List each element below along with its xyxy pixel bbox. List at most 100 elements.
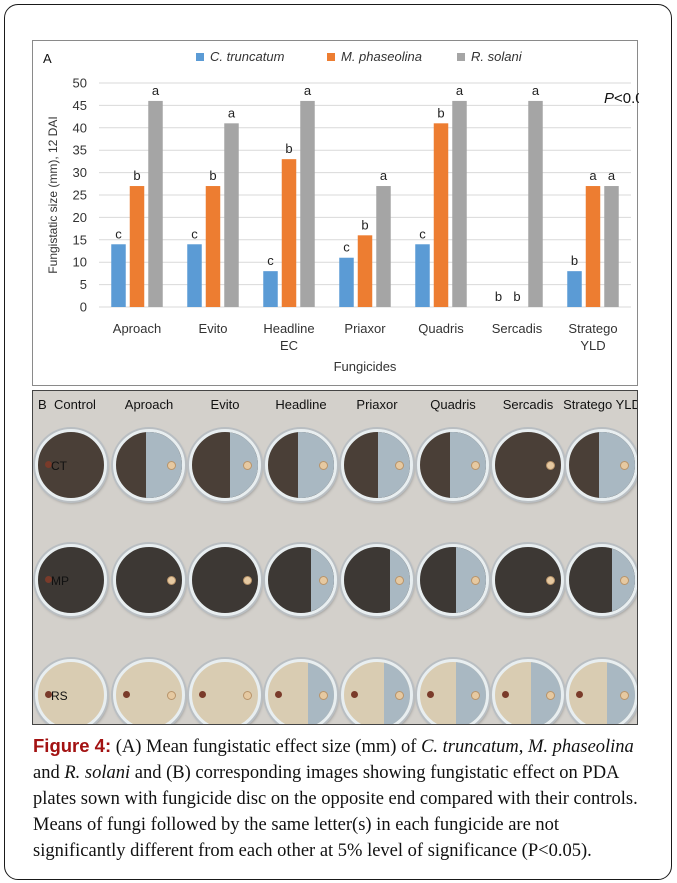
bar — [187, 244, 202, 307]
y-tick-label: 50 — [73, 76, 87, 91]
fungicide-disc — [167, 576, 176, 585]
bar — [263, 271, 278, 307]
x-tick-label-line: Quadris — [418, 321, 464, 336]
petri-plate — [265, 544, 337, 616]
caption-text-1: (A) Mean fungistatic effect size (mm) of — [111, 737, 422, 757]
petri-plate — [35, 429, 107, 501]
fungicide-disc — [319, 461, 328, 470]
y-tick-label: 5 — [80, 277, 87, 292]
fungicide-disc — [319, 576, 328, 585]
x-tick-label-line: Headline — [263, 321, 314, 336]
x-axis-label: Fungicides — [334, 359, 397, 374]
bar — [300, 100, 315, 307]
inoculum-plug — [351, 691, 358, 698]
plate-row-label: RS — [51, 689, 68, 703]
bar — [224, 123, 239, 307]
petri-plate — [189, 544, 261, 616]
p-value-symbol: P — [604, 90, 614, 107]
significance-letter: a — [152, 83, 160, 98]
petri-plate — [113, 429, 185, 501]
significance-letter: c — [191, 226, 198, 241]
bar — [148, 100, 163, 307]
inoculum-plug — [427, 691, 434, 698]
legend-label: M. phaseolina — [341, 49, 422, 64]
caption-species-3: R. solani — [64, 763, 131, 783]
significance-letter: b — [495, 289, 502, 304]
bar — [415, 244, 430, 307]
bar — [433, 123, 449, 307]
bar-chart-panel: A 0 5 10 15 20 25 30 35 40 45 50 Fungistatic size (m… — [32, 40, 639, 386]
significance-letter: b — [513, 289, 520, 304]
fungicide-disc — [243, 576, 252, 585]
petri-plate — [492, 544, 564, 616]
plate-column-header: Sercadis — [502, 397, 554, 412]
fungicide-disc — [546, 576, 555, 585]
plate-row-label: MP — [51, 574, 69, 588]
plate-column-header: Control — [54, 397, 96, 412]
inhibition-zone — [598, 432, 635, 498]
caption-text-3: and — [33, 763, 65, 783]
petri-plate — [35, 659, 107, 724]
petri-plate — [566, 544, 637, 616]
y-tick-label: 25 — [73, 188, 87, 203]
significance-letter: c — [267, 253, 274, 268]
caption-label: Figure 4: — [33, 735, 112, 756]
petri-plate — [492, 659, 564, 724]
x-tick-label-line: Stratego — [568, 321, 617, 336]
bar — [604, 186, 619, 307]
bar — [528, 100, 543, 307]
petri-plate — [566, 429, 637, 501]
inhibition-zone — [378, 432, 410, 498]
inoculum-plug — [45, 461, 52, 468]
fungicide-disc — [620, 461, 629, 470]
y-tick-label: 15 — [73, 232, 87, 247]
significance-letter: a — [532, 83, 540, 98]
plate-column-header: Evito — [210, 397, 240, 412]
bar — [585, 186, 601, 307]
p-value-annotation: P<0.05 — [604, 90, 639, 107]
significance-letter: b — [209, 168, 216, 183]
plate-column-header: Headline — [275, 397, 327, 412]
inoculum-plug — [275, 691, 282, 698]
significance-letter: b — [361, 217, 368, 232]
fungicide-disc — [167, 461, 176, 470]
inoculum-plug — [123, 691, 130, 698]
significance-letter: b — [133, 168, 140, 183]
petri-plate — [265, 429, 337, 501]
y-tick-label: 45 — [73, 98, 87, 113]
y-tick-label: 35 — [73, 143, 87, 158]
plate-column-header: Quadris — [430, 397, 476, 412]
significance-letter: c — [115, 226, 122, 241]
inoculum-plug — [199, 691, 206, 698]
x-tick-label: Priaxor — [344, 321, 386, 336]
fungicide-disc — [243, 691, 252, 700]
bar — [452, 100, 467, 307]
bar — [129, 186, 145, 307]
bar-chart: A 0 5 10 15 20 25 30 35 40 45 50 Fungistatic size (m… — [43, 49, 639, 374]
fungicide-disc — [395, 691, 404, 700]
petri-plate — [492, 429, 564, 501]
legend-label: R. solani — [471, 49, 523, 64]
legend-swatch — [327, 53, 335, 61]
fungicide-disc — [620, 691, 629, 700]
bar — [567, 271, 582, 307]
inhibition-zone — [297, 432, 334, 498]
y-tick-label: 30 — [73, 165, 87, 180]
inoculum-plug — [576, 691, 583, 698]
fungicide-disc — [243, 461, 252, 470]
petri-plate — [265, 659, 337, 724]
significance-letter: a — [589, 168, 597, 183]
caption-species-1: C. truncatum — [421, 737, 519, 757]
significance-letter: c — [343, 240, 350, 255]
panel-label-b: B — [38, 397, 47, 412]
petri-plate — [417, 544, 489, 616]
significance-letter: a — [456, 83, 464, 98]
petri-plate — [189, 429, 261, 501]
significance-letter: b — [571, 253, 578, 268]
inoculum-plug — [45, 691, 52, 698]
x-tick-label: Quadris — [418, 321, 464, 336]
panel-label-a: A — [43, 51, 52, 66]
caption-species-2: M. phaseolina — [527, 737, 634, 757]
bar — [357, 235, 373, 307]
significance-letter: a — [608, 168, 616, 183]
